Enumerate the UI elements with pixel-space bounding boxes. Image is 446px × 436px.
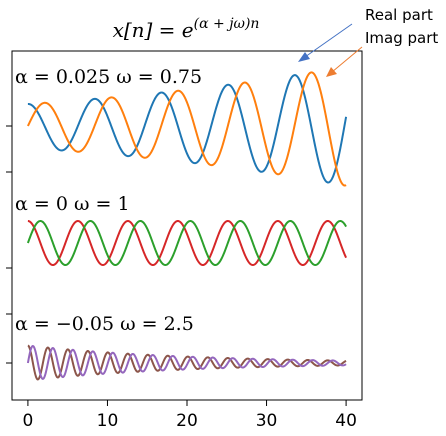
annotation-imag-part: Imag part <box>326 29 438 77</box>
annotation-real-part: Real part <box>298 6 433 62</box>
panel-labels: α = 0.025 ω = 0.75 α = 0 ω = 1 α = −0.05 ω… <box>15 66 202 335</box>
panel-label-1: α = 0.025 ω = 0.75 <box>15 66 202 88</box>
x-tick-label: 30 <box>256 411 278 431</box>
annotation-imag-arrow <box>331 46 363 73</box>
series-layer <box>26 71 348 381</box>
x-tick-label: 10 <box>97 411 119 431</box>
x-axis: 0 10 20 30 40 <box>22 400 357 431</box>
annotation-real-label: Real part <box>365 6 433 24</box>
panel-label-2: α = 0 ω = 1 <box>15 193 130 215</box>
x-tick-label: 20 <box>176 411 198 431</box>
annotation-imag-label: Imag part <box>365 29 438 47</box>
annotation-real-arrow <box>304 23 353 58</box>
title-lhs: x[n] = e <box>113 18 194 42</box>
series-line-panel3-real <box>27 344 347 381</box>
annotation-imag-arrowhead <box>326 67 337 77</box>
x-tick-label: 0 <box>22 411 33 431</box>
series-line-panel3-imag <box>26 345 347 380</box>
panel-label-3: α = −0.05 ω = 2.5 <box>15 313 194 335</box>
series-line-panel2-real <box>27 219 347 267</box>
series-line-panel2-imag <box>26 219 347 267</box>
chart-title: x[n] = e(α + jω)n <box>113 16 260 42</box>
title-exponent: (α + jω)n <box>194 16 260 32</box>
series-line-panel1-imag <box>27 71 347 187</box>
series-line-panel1-real <box>27 74 348 184</box>
x-tick-label: 40 <box>335 411 357 431</box>
annotation-real-arrowhead <box>298 52 310 62</box>
